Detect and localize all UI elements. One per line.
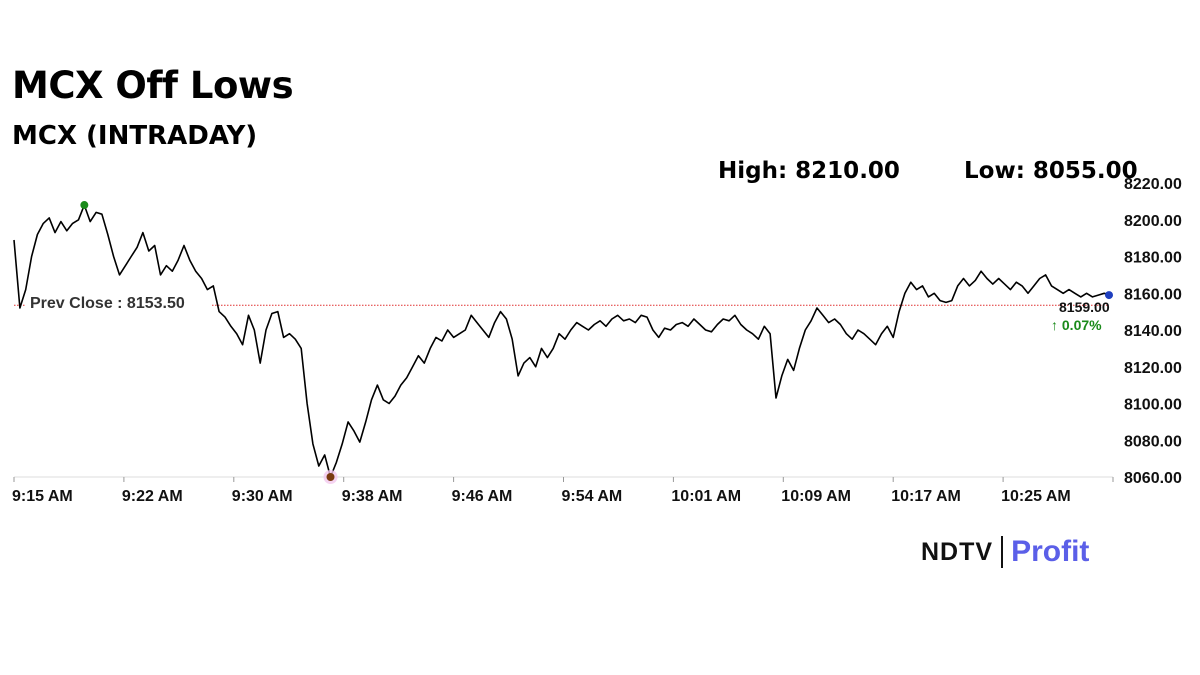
- y-tick-label: 8060.00: [1124, 470, 1182, 487]
- y-tick-label: 8080.00: [1124, 433, 1182, 450]
- y-tick-label: 8180.00: [1124, 250, 1182, 267]
- change-label: ↑ 0.07%: [1051, 317, 1102, 333]
- brand-ndtv: NDTV: [921, 537, 994, 566]
- x-tick-label: 10:09 AM: [781, 488, 851, 505]
- brand-logo: NDTV Profit: [921, 534, 1089, 570]
- x-tick-label: 9:15 AM: [12, 488, 73, 505]
- low-stat: Low: 8055.00: [964, 158, 1138, 184]
- x-tick-label: 10:01 AM: [671, 488, 741, 505]
- y-tick-label: 8140.00: [1124, 323, 1182, 340]
- last-value-label: 8159.00: [1059, 299, 1110, 315]
- x-tick-label: 9:46 AM: [452, 488, 513, 505]
- brand-profit: Profit: [1011, 535, 1090, 568]
- x-tick-label: 9:38 AM: [342, 488, 403, 505]
- brand-separator: [1001, 536, 1004, 568]
- price-line: [13, 204, 1111, 478]
- chart-subheadline: MCX (INTRADAY): [12, 121, 258, 151]
- x-tick-label: 9:54 AM: [562, 488, 623, 505]
- y-tick-label: 8100.00: [1124, 397, 1182, 414]
- y-tick-label: 8120.00: [1124, 360, 1182, 377]
- current-marker: [1105, 291, 1113, 300]
- high-stat: High: 8210.00: [718, 158, 900, 184]
- x-tick-label: 10:17 AM: [891, 488, 961, 505]
- prev-close-label: Prev Close : 8153.50: [30, 295, 185, 312]
- x-tick-label: 9:22 AM: [122, 488, 183, 505]
- chart-headline: MCX Off Lows: [12, 64, 294, 107]
- high-marker: [80, 201, 89, 210]
- y-tick-label: 8160.00: [1124, 286, 1182, 303]
- y-tick-label: 8200.00: [1124, 213, 1182, 230]
- x-tick-label: 10:25 AM: [1001, 488, 1071, 505]
- prev-close-label-bg: [26, 292, 212, 313]
- y-tick-label: 8220.00: [1124, 176, 1182, 193]
- x-tick-label: 9:30 AM: [232, 488, 293, 505]
- low-marker: [326, 473, 335, 481]
